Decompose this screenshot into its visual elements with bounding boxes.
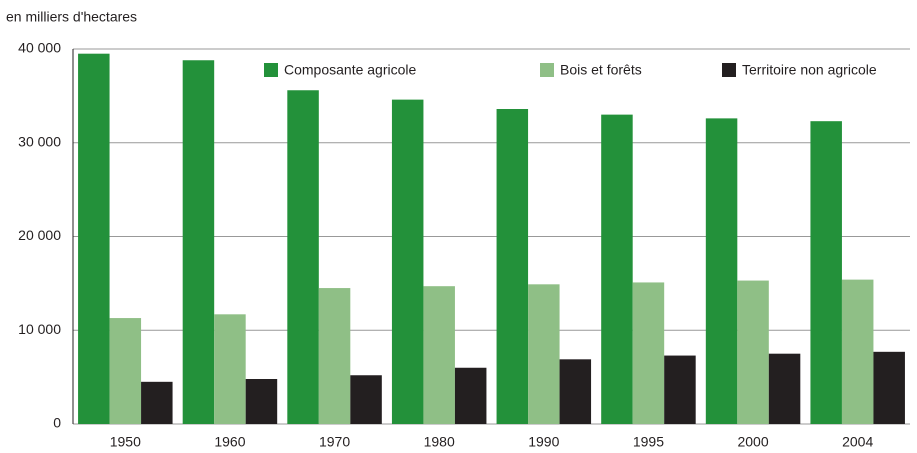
legend-label: Territoire non agricole [742, 62, 877, 78]
bar [601, 114, 633, 424]
y-tick-label: 10 000 [18, 321, 61, 337]
bar [318, 288, 351, 424]
bar [873, 351, 905, 424]
legend-swatch [264, 63, 278, 77]
bar [423, 286, 455, 424]
bar [350, 375, 382, 424]
bar [496, 109, 529, 424]
y-axis-title: en milliers d'hectares [6, 9, 137, 25]
legend-label: Bois et forêts [560, 62, 642, 78]
y-tick-label: 20 000 [18, 227, 61, 243]
bar [810, 121, 842, 424]
bar [528, 284, 560, 424]
bar [705, 118, 738, 424]
legend-swatch [722, 63, 736, 77]
bar [245, 379, 278, 424]
bar [78, 53, 110, 424]
y-tick-label: 30 000 [18, 133, 61, 149]
x-tick-label: 1970 [319, 434, 350, 450]
x-tick-label: 1990 [528, 434, 559, 450]
bar [141, 381, 173, 424]
x-tick-label: 1995 [633, 434, 664, 450]
bar [214, 314, 246, 424]
bar [109, 318, 142, 424]
bar [391, 99, 424, 424]
bar [287, 90, 319, 424]
x-tick-label: 1960 [214, 434, 245, 450]
x-tick-label: 2000 [737, 434, 768, 450]
bar [737, 280, 769, 424]
x-tick-label: 1950 [110, 434, 141, 450]
y-tick-label: 40 000 [18, 40, 61, 56]
bar [559, 359, 592, 424]
bar [768, 353, 801, 424]
legend-label: Composante agricole [284, 62, 417, 78]
legend-swatch [540, 63, 554, 77]
bar [182, 60, 215, 424]
bar [841, 279, 874, 424]
bar [454, 367, 487, 424]
y-tick-label: 0 [53, 415, 61, 431]
x-tick-label: 2004 [842, 434, 873, 450]
bar [632, 282, 665, 424]
bar [664, 355, 696, 424]
x-tick-label: 1980 [424, 434, 455, 450]
